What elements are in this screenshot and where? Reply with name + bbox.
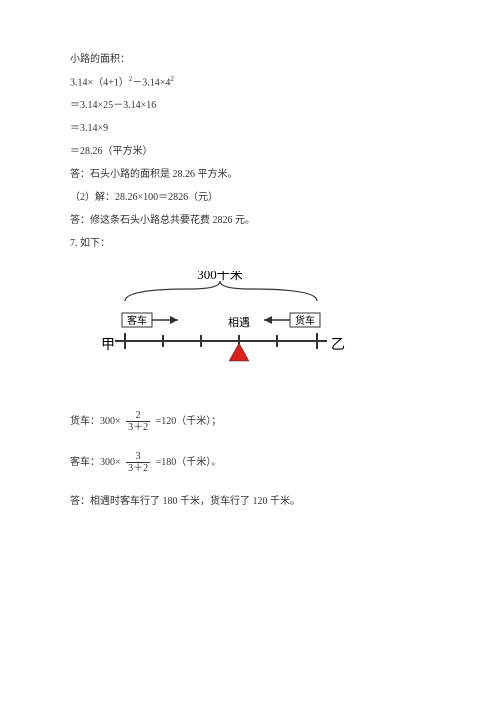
calc-step-2: ＝3.14×25－3.14×16 bbox=[70, 96, 430, 115]
denominator: 3＋2 bbox=[126, 463, 150, 474]
truck-arrow-head bbox=[264, 316, 272, 324]
bus-calc: 客车：300× 33＋2 =180（千米）。 bbox=[70, 451, 430, 474]
answer-2: 答：修这条石头小路总共要花费 2826 元。 bbox=[70, 211, 430, 230]
calc-step-4: ＝28.26（平方米） bbox=[70, 142, 430, 161]
denominator: 3＋2 bbox=[126, 422, 150, 433]
text: =120（千米）； bbox=[156, 416, 222, 427]
line-diagram: 300千米 客车 货车 相遇 bbox=[70, 271, 430, 388]
meet-label: 相遇 bbox=[228, 316, 250, 329]
bus-label: 客车 bbox=[127, 314, 147, 327]
area-heading: 小路的面积： bbox=[70, 50, 430, 69]
text: 货车：300× bbox=[70, 416, 121, 427]
point-jia: 甲 bbox=[101, 338, 115, 353]
text: 3.14×（4+1） bbox=[70, 77, 129, 88]
text: =180（千米）。 bbox=[156, 457, 222, 468]
calc-step-1: 3.14×（4+1）2－3.14×42 bbox=[70, 73, 430, 92]
fraction: 23＋2 bbox=[126, 410, 150, 433]
answer-3: 答：相遇时客车行了 180 千米，货车行了 120 千米。 bbox=[70, 492, 430, 511]
bus-arrow-head bbox=[170, 316, 178, 324]
exponent: 2 bbox=[170, 75, 174, 83]
fraction: 33＋2 bbox=[126, 451, 150, 474]
text: 客车：300× bbox=[70, 457, 121, 468]
calc-step-3: ＝3.14×9 bbox=[70, 119, 430, 138]
answer-1: 答：石头小路的面积是 28.26 平方米。 bbox=[70, 165, 430, 184]
q7-heading: 7. 如下： bbox=[70, 234, 430, 253]
meet-marker-icon bbox=[229, 343, 249, 361]
truck-calc: 货车：300× 23＋2 =120（千米）； bbox=[70, 410, 430, 433]
text: －3.14×4 bbox=[132, 77, 170, 88]
point-yi: 乙 bbox=[331, 337, 345, 353]
brace bbox=[125, 281, 317, 301]
numerator: 3 bbox=[126, 451, 150, 463]
part-2: （2）解：28.26×100＝2826（元） bbox=[70, 188, 430, 207]
distance-label: 300千米 bbox=[197, 271, 243, 282]
numerator: 2 bbox=[126, 410, 150, 422]
truck-label: 货车 bbox=[295, 314, 315, 327]
